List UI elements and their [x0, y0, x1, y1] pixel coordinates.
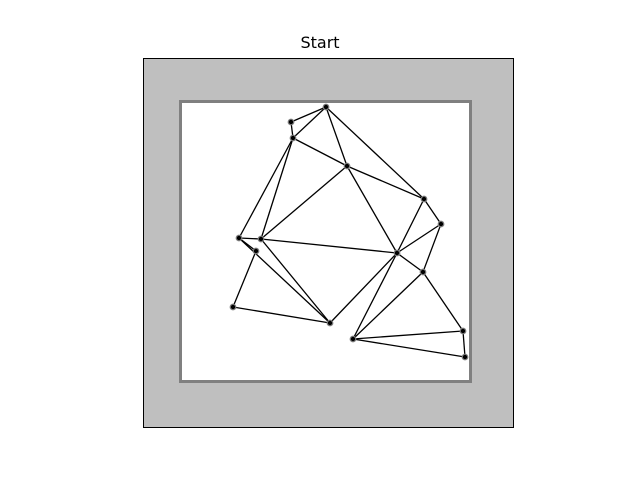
node-n1 [322, 103, 330, 111]
edge-n8-n10 [260, 238, 398, 254]
node-n15 [459, 327, 467, 335]
edge-n1-n3 [292, 106, 327, 139]
node-n7 [235, 234, 243, 242]
edge-n10-n14 [352, 252, 398, 340]
node-n13 [326, 319, 334, 327]
node-n4 [343, 162, 351, 170]
edge-n5-n10 [396, 198, 425, 254]
edge-n5-n6 [423, 198, 442, 225]
node-n14 [349, 335, 357, 343]
node-n10 [393, 249, 401, 257]
node-n2 [287, 118, 295, 126]
edge-n11-n14 [352, 271, 424, 340]
edge-n3-n8 [260, 137, 294, 240]
edge-n6-n10 [396, 223, 442, 254]
node-n8 [257, 235, 265, 243]
edge-n11-n15 [422, 271, 464, 332]
node-n12 [229, 303, 237, 311]
node-n9 [252, 247, 260, 255]
edge-n14-n16 [352, 338, 466, 358]
inner-workspace-area [179, 100, 472, 383]
edge-n9-n12 [232, 250, 257, 308]
edge-n4-n5 [346, 165, 425, 200]
edge-n15-n16 [462, 330, 466, 358]
edge-n8-n13 [260, 238, 331, 324]
edges-layer [232, 106, 466, 358]
node-n3 [289, 134, 297, 142]
edge-n4-n8 [260, 165, 348, 240]
edge-n10-n11 [396, 252, 424, 273]
node-n6 [437, 220, 445, 228]
node-n11 [419, 268, 427, 276]
node-n5 [420, 195, 428, 203]
nodes-layer [229, 103, 469, 361]
edge-n1-n5 [325, 106, 425, 200]
edge-n14-n15 [352, 330, 464, 340]
edge-n1-n2 [290, 106, 327, 123]
diagram-title: Start [300, 33, 340, 52]
edge-n3-n7 [238, 137, 294, 239]
edge-n6-n11 [422, 223, 442, 273]
edge-n10-n13 [329, 252, 398, 324]
edge-n7-n8 [238, 237, 262, 240]
edge-n3-n4 [292, 137, 348, 167]
edge-n12-n13 [232, 306, 331, 324]
edge-n1-n4 [325, 106, 348, 167]
node-n16 [461, 353, 469, 361]
edge-n4-n10 [346, 165, 398, 254]
